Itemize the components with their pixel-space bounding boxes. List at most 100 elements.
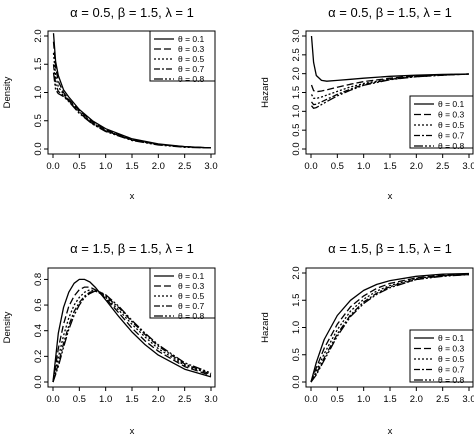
series-line-1	[310, 35, 470, 82]
x-tick-label: 0.0	[46, 394, 59, 405]
chart-title: α = 1.5, β = 1.5, λ = 1	[328, 241, 452, 256]
x-tick-label: 2.0	[152, 394, 165, 405]
y-tick-label: 0.0	[33, 142, 44, 155]
x-tick-label: 3.0	[204, 394, 217, 405]
legend-entry: θ = 0.1	[178, 34, 205, 44]
series-line-3	[310, 273, 470, 383]
legend-entry: θ = 0.5	[178, 291, 205, 301]
legend-box	[409, 95, 474, 149]
series-line-3	[52, 52, 212, 149]
x-tick-label: 0.0	[46, 161, 59, 172]
legend-entry: θ = 0.3	[438, 110, 465, 120]
x-tick-label: 0.5	[331, 161, 344, 172]
panel-2: α = 0.5, β = 1.5, λ = 1 0.0 0.5 1.0 1.5 2.0 2.…	[260, 5, 474, 202]
x-tick-label: 1.0	[99, 394, 112, 405]
series-line-2	[52, 41, 212, 149]
series-line-2	[52, 286, 212, 383]
y-tick-label: 0.5	[291, 348, 302, 361]
series-line-4	[310, 73, 470, 106]
series-line-2	[310, 73, 470, 93]
x-axis-label: x	[388, 191, 393, 202]
chart-title: α = 0.5, β = 1.5, λ = 1	[70, 5, 194, 20]
x-tick-label: 1.5	[125, 394, 138, 405]
y-tick-label: 0.6	[33, 298, 44, 311]
legend-entry: θ = 0.8	[178, 74, 205, 84]
x-tick-label: 2.5	[178, 394, 191, 405]
y-tick-label: 0.4	[33, 324, 44, 337]
legend: θ = 0.1θ = 0.3θ = 0.5θ = 0.7θ = 0.8	[149, 30, 216, 84]
series-line-5	[52, 72, 212, 149]
series-line-1	[52, 278, 212, 383]
x-tick-label: 2.5	[436, 161, 449, 172]
x-tick-label: 3.0	[204, 161, 217, 172]
x-tick-label: 1.5	[383, 161, 396, 172]
x-tick-label: 0.5	[73, 394, 86, 405]
legend: θ = 0.1θ = 0.3θ = 0.5θ = 0.7θ = 0.8	[409, 329, 474, 385]
x-tick-label: 0.5	[331, 394, 344, 405]
y-axis-label: Hazard	[260, 312, 271, 343]
series-line-5	[310, 73, 470, 109]
x-axis-label: x	[130, 426, 135, 435]
x-tick-label: 2.0	[152, 161, 165, 172]
x-tick-label: 2.5	[178, 161, 191, 172]
series-line-5	[52, 290, 212, 383]
panel-4: α = 1.5, β = 1.5, λ = 1 0.0 0.5 1.0 1.5 2.0 2.…	[260, 241, 474, 435]
legend: θ = 0.1θ = 0.3θ = 0.5θ = 0.7θ = 0.8	[149, 267, 216, 321]
series-line-5	[310, 273, 470, 383]
legend-entry: θ = 0.3	[178, 44, 205, 54]
panel-1: α = 0.5, β = 1.5, λ = 1 0.0 0.5 1.0 1.5 2.0 2.…	[2, 5, 218, 202]
y-tick-label: 1.5	[33, 58, 44, 71]
chart-title: α = 1.5, β = 1.5, λ = 1	[70, 241, 194, 256]
legend-entry: θ = 0.5	[438, 354, 465, 364]
x-tick-label: 1.0	[99, 161, 112, 172]
series-line-3	[310, 73, 470, 100]
x-axis-label: x	[130, 191, 135, 202]
y-tick-label: 2.0	[33, 29, 44, 42]
x-tick-label: 2.0	[410, 161, 423, 172]
y-tick-label: 0.0	[33, 375, 44, 388]
legend-entry: θ = 0.5	[438, 120, 465, 130]
y-tick-label: 1.5	[291, 86, 302, 99]
x-tick-label: 1.0	[357, 161, 370, 172]
legend: θ = 0.1θ = 0.3θ = 0.5θ = 0.7θ = 0.8	[409, 95, 474, 151]
legend-entry: θ = 0.7	[438, 131, 465, 141]
y-tick-label: 0.5	[291, 124, 302, 137]
x-tick-label: 0.0	[304, 161, 317, 172]
y-tick-label: 0.5	[33, 114, 44, 127]
y-tick-label: 1.0	[291, 321, 302, 334]
y-tick-label: 0.0	[291, 375, 302, 388]
series-line-2	[310, 273, 470, 383]
legend-entry: θ = 0.1	[438, 99, 465, 109]
x-tick-label: 0.5	[73, 161, 86, 172]
series-line-1	[310, 272, 470, 383]
legend-entry: θ = 0.8	[438, 141, 465, 151]
legend-box	[409, 329, 474, 383]
legend-entry: θ = 0.8	[178, 311, 205, 321]
panel-3: α = 1.5, β = 1.5, λ = 1 0.0 0.5 1.0 1.5 2.0 2.…	[2, 241, 218, 435]
legend-entry: θ = 0.3	[178, 281, 205, 291]
x-tick-label: 3.0	[462, 394, 474, 405]
y-axis-label: Density	[2, 76, 13, 108]
y-tick-label: 2.0	[291, 67, 302, 80]
legend-entry: θ = 0.7	[438, 365, 465, 375]
y-tick-label: 0.8	[33, 273, 44, 286]
y-tick-label: 1.5	[291, 294, 302, 307]
y-tick-label: 2.0	[291, 266, 302, 279]
x-tick-label: 0.0	[304, 394, 317, 405]
x-tick-label: 1.5	[383, 394, 396, 405]
x-axis-label: x	[388, 426, 393, 435]
y-tick-label: 2.5	[291, 48, 302, 61]
x-tick-label: 2.5	[436, 394, 449, 405]
legend-entry: θ = 0.1	[438, 333, 465, 343]
series-line-4	[310, 273, 470, 383]
x-tick-label: 1.5	[125, 161, 138, 172]
chart-title: α = 0.5, β = 1.5, λ = 1	[328, 5, 452, 20]
y-axis-label: Hazard	[260, 77, 271, 108]
x-tick-label: 2.0	[410, 394, 423, 405]
x-tick-label: 1.0	[357, 394, 370, 405]
legend-entry: θ = 0.1	[178, 271, 205, 281]
y-axis-label: Density	[2, 311, 13, 343]
y-tick-label: 3.0	[291, 29, 302, 42]
legend-entry: θ = 0.8	[438, 375, 465, 385]
